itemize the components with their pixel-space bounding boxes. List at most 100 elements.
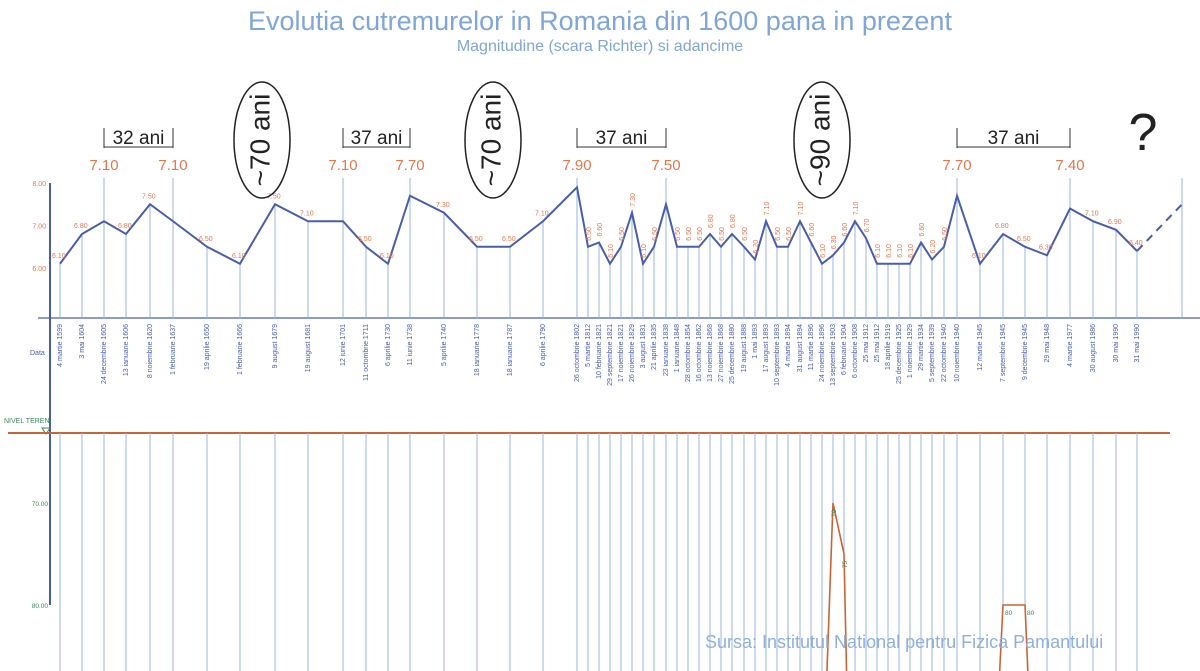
magnitude-value-label: 7.50 (142, 193, 156, 200)
projection-dashed-line (1136, 203, 1183, 252)
depth-tick: 80.00 (32, 603, 49, 610)
interval-label: ~70 ani (244, 94, 275, 187)
date-label: 24 decembrie 1605 (101, 324, 108, 384)
date-label: 24 noiembrie 1896 (819, 324, 826, 382)
interval-label: 37 ani (351, 128, 403, 149)
date-axis-label: Data (30, 350, 45, 357)
magnitude-value-label: 6.10 (608, 244, 615, 258)
magnitude-value-label: 6.30 (1039, 244, 1053, 251)
depth-value-label: 80 (1027, 610, 1035, 617)
magnitude-value-label: 7.30 (630, 193, 637, 207)
date-label: 18 ianuarie 1787 (507, 324, 514, 376)
magnitude-value-label: 6.10 (52, 253, 66, 260)
date-label: 7 septembrie 1945 (1000, 324, 1007, 382)
date-label: 13 ianuarie 1606 (123, 324, 130, 376)
date-label: 30 mai 1990 (1113, 324, 1120, 363)
date-label: 25 mai 1912 (874, 324, 881, 363)
highlighted-magnitude: 7.50 (651, 157, 680, 174)
date-label: 18 aprilie 1919 (885, 324, 892, 370)
magnitude-value-label: 6.80 (74, 223, 88, 230)
date-label: 19 august 1681 (305, 324, 312, 372)
magnitude-value-label: 6.10 (972, 253, 986, 260)
magnitude-value-label: 7.10 (300, 210, 314, 217)
highlighted-magnitude: 7.70 (942, 157, 971, 174)
date-label: 29 martie 1934 (918, 324, 925, 371)
date-label: 31 august 1894 (797, 324, 804, 372)
magnitude-value-label: 6.90 (1108, 219, 1122, 226)
depth-tick: 70.00 (32, 501, 49, 508)
date-label: 1 februarie 1637 (170, 324, 177, 375)
magnitude-value-label: 6.80 (995, 223, 1009, 230)
magnitude-line (59, 185, 1138, 267)
interval-ellipse (464, 81, 522, 199)
date-label: 18 ianuarie 1778 (474, 324, 481, 376)
date-label: 9 decembrie 1945 (1022, 324, 1029, 380)
magnitude-value-label: 7.10 (798, 202, 805, 216)
magnitude-value-label: 7.10 (853, 202, 860, 216)
magnitude-value-label: 6.50 (786, 227, 793, 241)
date-label: 10 septembrie 1893 (774, 324, 781, 386)
source-caption: Sursa: Institutul National pentru Fizica… (705, 632, 1104, 652)
magnitude-value-label: 6.10 (641, 244, 648, 258)
magnitude-value-label: 6.20 (930, 240, 937, 254)
date-label: 3 mai 1604 (79, 324, 86, 359)
magnitude-value-label: 6.50 (199, 236, 213, 243)
date-label: 29 mai 1948 (1044, 324, 1051, 363)
highlighted-magnitude: 7.10 (89, 157, 118, 174)
magnitude-value-label: 6.10 (875, 244, 882, 258)
magnitude-tick: 7.00 (32, 224, 46, 231)
date-label: 6 aprilie 1730 (385, 324, 392, 366)
date-label: 4 martie 1599 (57, 324, 64, 367)
magnitude-value-label: 6.50 (1017, 236, 1031, 243)
date-label: 27 noiembrie 1868 (718, 324, 725, 382)
interval-label: ~90 ani (804, 94, 835, 187)
question-mark: ? (1129, 104, 1158, 162)
date-label: 4 martie 1977 (1067, 324, 1074, 367)
date-label: 17 august 1893 (763, 324, 770, 372)
date-label: 25 decembrie 1880 (729, 324, 736, 384)
date-label: 8 noiembrie 1620 (147, 324, 154, 378)
magnitude-value-label: 6.10 (908, 244, 915, 258)
date-label: 19 august 1888 (741, 324, 748, 372)
date-label: 13 septembrie 1903 (830, 324, 837, 386)
magnitude-value-label: 6.10 (380, 253, 394, 260)
date-label: 22 octombrie 1940 (941, 324, 948, 382)
date-label: 12 martie 1945 (977, 324, 984, 371)
date-label: 6 februarie 1904 (841, 324, 848, 375)
date-label: 25 decembrie 1925 (896, 324, 903, 384)
magnitude-value-label: 6.50 (719, 227, 726, 241)
date-label: 5 septembrie 1939 (929, 324, 936, 382)
magnitude-value-label: 6.20 (753, 240, 760, 254)
interval-ellipse (233, 81, 291, 199)
date-label: 13 noiembrie 1868 (707, 324, 714, 382)
magnitude-value-label: 6.80 (730, 214, 737, 228)
magnitude-value-label: 6.10 (886, 244, 893, 258)
date-label: 28 octombrie 1854 (685, 324, 692, 382)
magnitude-value-label: 7.30 (436, 202, 450, 209)
highlighted-magnitude: 7.40 (1055, 157, 1084, 174)
magnitude-value-label: 6.50 (358, 236, 372, 243)
magnitude-value-label: 6.50 (686, 227, 693, 241)
depth-value-label: 80 (1005, 610, 1013, 617)
interval-label: 37 ani (596, 128, 648, 149)
magnitude-value-label: 6.80 (118, 223, 132, 230)
date-label: 10 noiembrie 1940 (954, 324, 961, 382)
magnitude-tick: 8.00 (32, 181, 46, 188)
magnitude-value-label: 7.10 (764, 202, 771, 216)
date-label: 5 aprilie 1740 (441, 324, 448, 366)
date-label: 9 august 1679 (272, 324, 279, 368)
magnitude-value-label: 6.80 (708, 214, 715, 228)
magnitude-value-label: 6.50 (697, 227, 704, 241)
magnitude-value-label: 6.50 (502, 236, 516, 243)
date-label: 26 octombrie 1802 (574, 324, 581, 382)
chart-subtitle: Magnitudine (scara Richter) si adancime (456, 38, 744, 55)
interval-label: ~70 ani (475, 94, 506, 187)
date-label: 17 noiembrie 1821 (618, 324, 625, 382)
magnitude-value-label: 6.50 (942, 227, 949, 241)
magnitude-value-label: 6.70 (864, 219, 871, 233)
magnitude-value-label: 6.50 (775, 227, 782, 241)
date-label: 21 aprilie 1835 (651, 324, 658, 370)
highlighted-magnitude: 7.70 (395, 157, 424, 174)
magnitude-value-label: 6.50 (652, 227, 659, 241)
magnitude-value-label: 7.50 (267, 193, 281, 200)
